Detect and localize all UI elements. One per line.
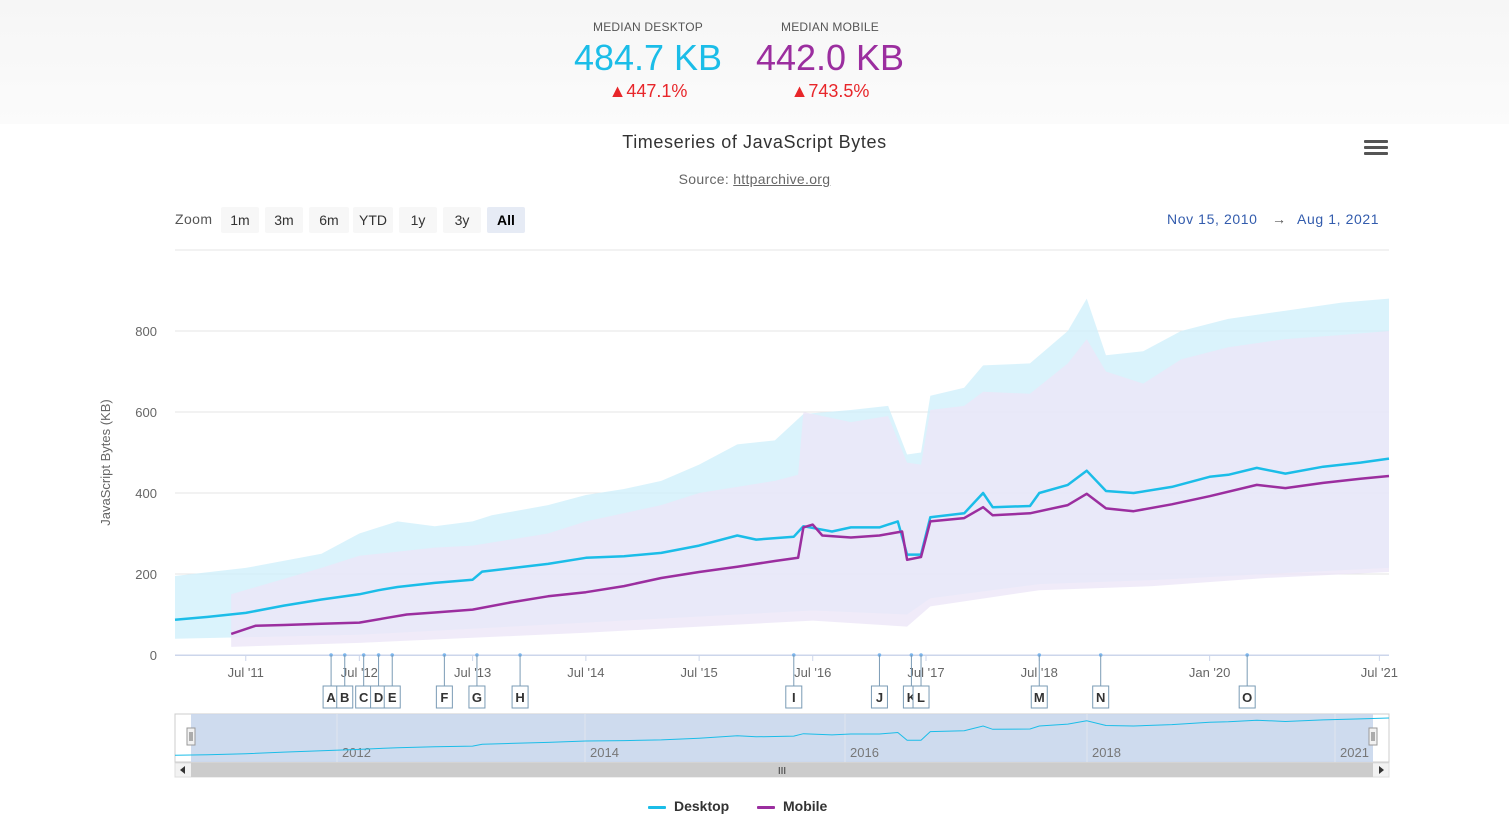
median-mobile-value: 442.0 KB	[755, 37, 905, 78]
zoom-all-button[interactable]: All	[487, 207, 525, 233]
x-tick-label: Jan '20	[1189, 665, 1231, 680]
flag-box[interactable]	[435, 685, 453, 709]
zoom-6m-button[interactable]: 6m	[309, 207, 349, 233]
legend-mobile-label: Mobile	[783, 798, 828, 814]
series-line-desktop[interactable]	[174, 457, 1390, 622]
median-mobile-change: ▲743.5%	[790, 81, 870, 101]
subtitle-prefix: Source:	[678, 171, 734, 187]
range-from-input[interactable]: Nov 15, 2010	[1167, 211, 1258, 227]
legend-mobile-swatch	[757, 805, 775, 809]
flag-box[interactable]	[912, 685, 930, 709]
navigator-year-label: 2018	[1092, 745, 1121, 760]
flag-label[interactable]: B	[340, 690, 349, 705]
range-to-input[interactable]: Aug 1, 2021	[1297, 211, 1380, 227]
navigator-year-label: 2014	[590, 745, 619, 760]
navigator-year-label: 2012	[342, 745, 371, 760]
median-mobile-label: MEDIAN MOBILE	[781, 20, 879, 34]
chart-title: Timeseries of JavaScript Bytes	[622, 132, 887, 152]
flag-label[interactable]: A	[326, 690, 336, 705]
navigator-series-line	[174, 717, 1390, 756]
y-tick-label: 200	[135, 567, 157, 582]
navigator-selection[interactable]	[191, 714, 1373, 762]
x-tick-label: Jul '11	[228, 665, 264, 680]
flag-label[interactable]: G	[472, 690, 482, 705]
zoom-label: Zoom	[175, 211, 213, 227]
x-tick-label: Jul '15	[681, 665, 718, 680]
x-tick-label: Jul '14	[567, 665, 604, 680]
legend-desktop-label: Desktop	[674, 798, 730, 814]
y-tick-label: 600	[135, 405, 157, 420]
legend-mobile[interactable]: Mobile	[757, 798, 827, 814]
source-link[interactable]: httparchive.org	[733, 171, 831, 187]
series-line-mobile[interactable]	[230, 474, 1390, 636]
flag-label[interactable]: O	[1242, 690, 1252, 705]
flag-box[interactable]	[336, 685, 354, 709]
flag-label[interactable]: I	[792, 690, 796, 705]
zoom-1y-button[interactable]: 1y	[399, 207, 437, 233]
summary-band	[0, 0, 1509, 124]
x-tick-label: Jul '17	[907, 665, 944, 680]
zoom-ytd-button[interactable]: YTD	[353, 207, 393, 233]
y-tick-label: 800	[135, 324, 157, 339]
median-desktop-label: MEDIAN DESKTOP	[593, 20, 703, 34]
flag-label[interactable]: M	[1034, 690, 1045, 705]
flag-label[interactable]: D	[374, 690, 383, 705]
flag-label[interactable]: L	[917, 690, 925, 705]
median-desktop-metric: MEDIAN DESKTOP 484.7 KB ▲447.1%	[560, 20, 736, 102]
flag-label[interactable]: N	[1096, 690, 1105, 705]
flag-box[interactable]	[468, 685, 486, 709]
scroll-left-icon[interactable]	[180, 766, 185, 774]
hamburger-icon[interactable]	[1364, 140, 1388, 160]
zoom-3m-button[interactable]: 3m	[265, 207, 303, 233]
flag-label[interactable]: F	[440, 690, 448, 705]
legend-desktop-swatch	[648, 805, 666, 809]
scrollbar-thumb[interactable]	[191, 763, 1373, 777]
flag-box[interactable]	[1030, 685, 1048, 709]
flag-label[interactable]: H	[515, 690, 524, 705]
legend-desktop[interactable]: Desktop	[648, 798, 729, 814]
flag-box[interactable]	[1092, 685, 1110, 709]
y-tick-label: 0	[150, 648, 157, 663]
flag-box[interactable]	[383, 685, 401, 709]
chart-subtitle: Source: httparchive.org	[0, 171, 1509, 187]
navigator-left-handle[interactable]	[186, 727, 196, 746]
flag-label[interactable]: E	[388, 690, 397, 705]
median-desktop-change: ▲447.1%	[608, 81, 688, 101]
flag-box[interactable]	[1238, 685, 1256, 709]
range-arrow: →	[1272, 211, 1287, 227]
y-axis-title: JavaScript Bytes (KB)	[98, 399, 113, 525]
flag-label[interactable]: C	[359, 690, 369, 705]
flag-box[interactable]	[870, 685, 888, 709]
y-tick-label: 400	[135, 486, 157, 501]
flag-label[interactable]: J	[876, 690, 883, 705]
scroll-right-icon[interactable]	[1379, 766, 1384, 774]
scrollbar-grip-icon: III	[778, 766, 786, 777]
x-tick-label: Jul '16	[794, 665, 831, 680]
zoom-3y-button[interactable]: 3y	[443, 207, 481, 233]
mobile-range-band	[231, 331, 1390, 647]
x-tick-label: Jul '12	[341, 665, 378, 680]
navigator-year-label: 2016	[850, 745, 879, 760]
median-desktop-value: 484.7 KB	[573, 37, 723, 78]
flag-box[interactable]	[785, 685, 803, 709]
flag-box[interactable]	[511, 685, 529, 709]
x-tick-label: Jul '21	[1361, 665, 1398, 680]
x-tick-label: Jul '13	[454, 665, 491, 680]
navigator-year-label: 2021	[1340, 745, 1369, 760]
flag-label[interactable]: K	[907, 690, 917, 705]
median-mobile-metric: MEDIAN MOBILE 442.0 KB ▲743.5%	[742, 20, 918, 102]
navigator-right-handle[interactable]	[1368, 727, 1378, 746]
zoom-1m-button[interactable]: 1m	[221, 207, 259, 233]
